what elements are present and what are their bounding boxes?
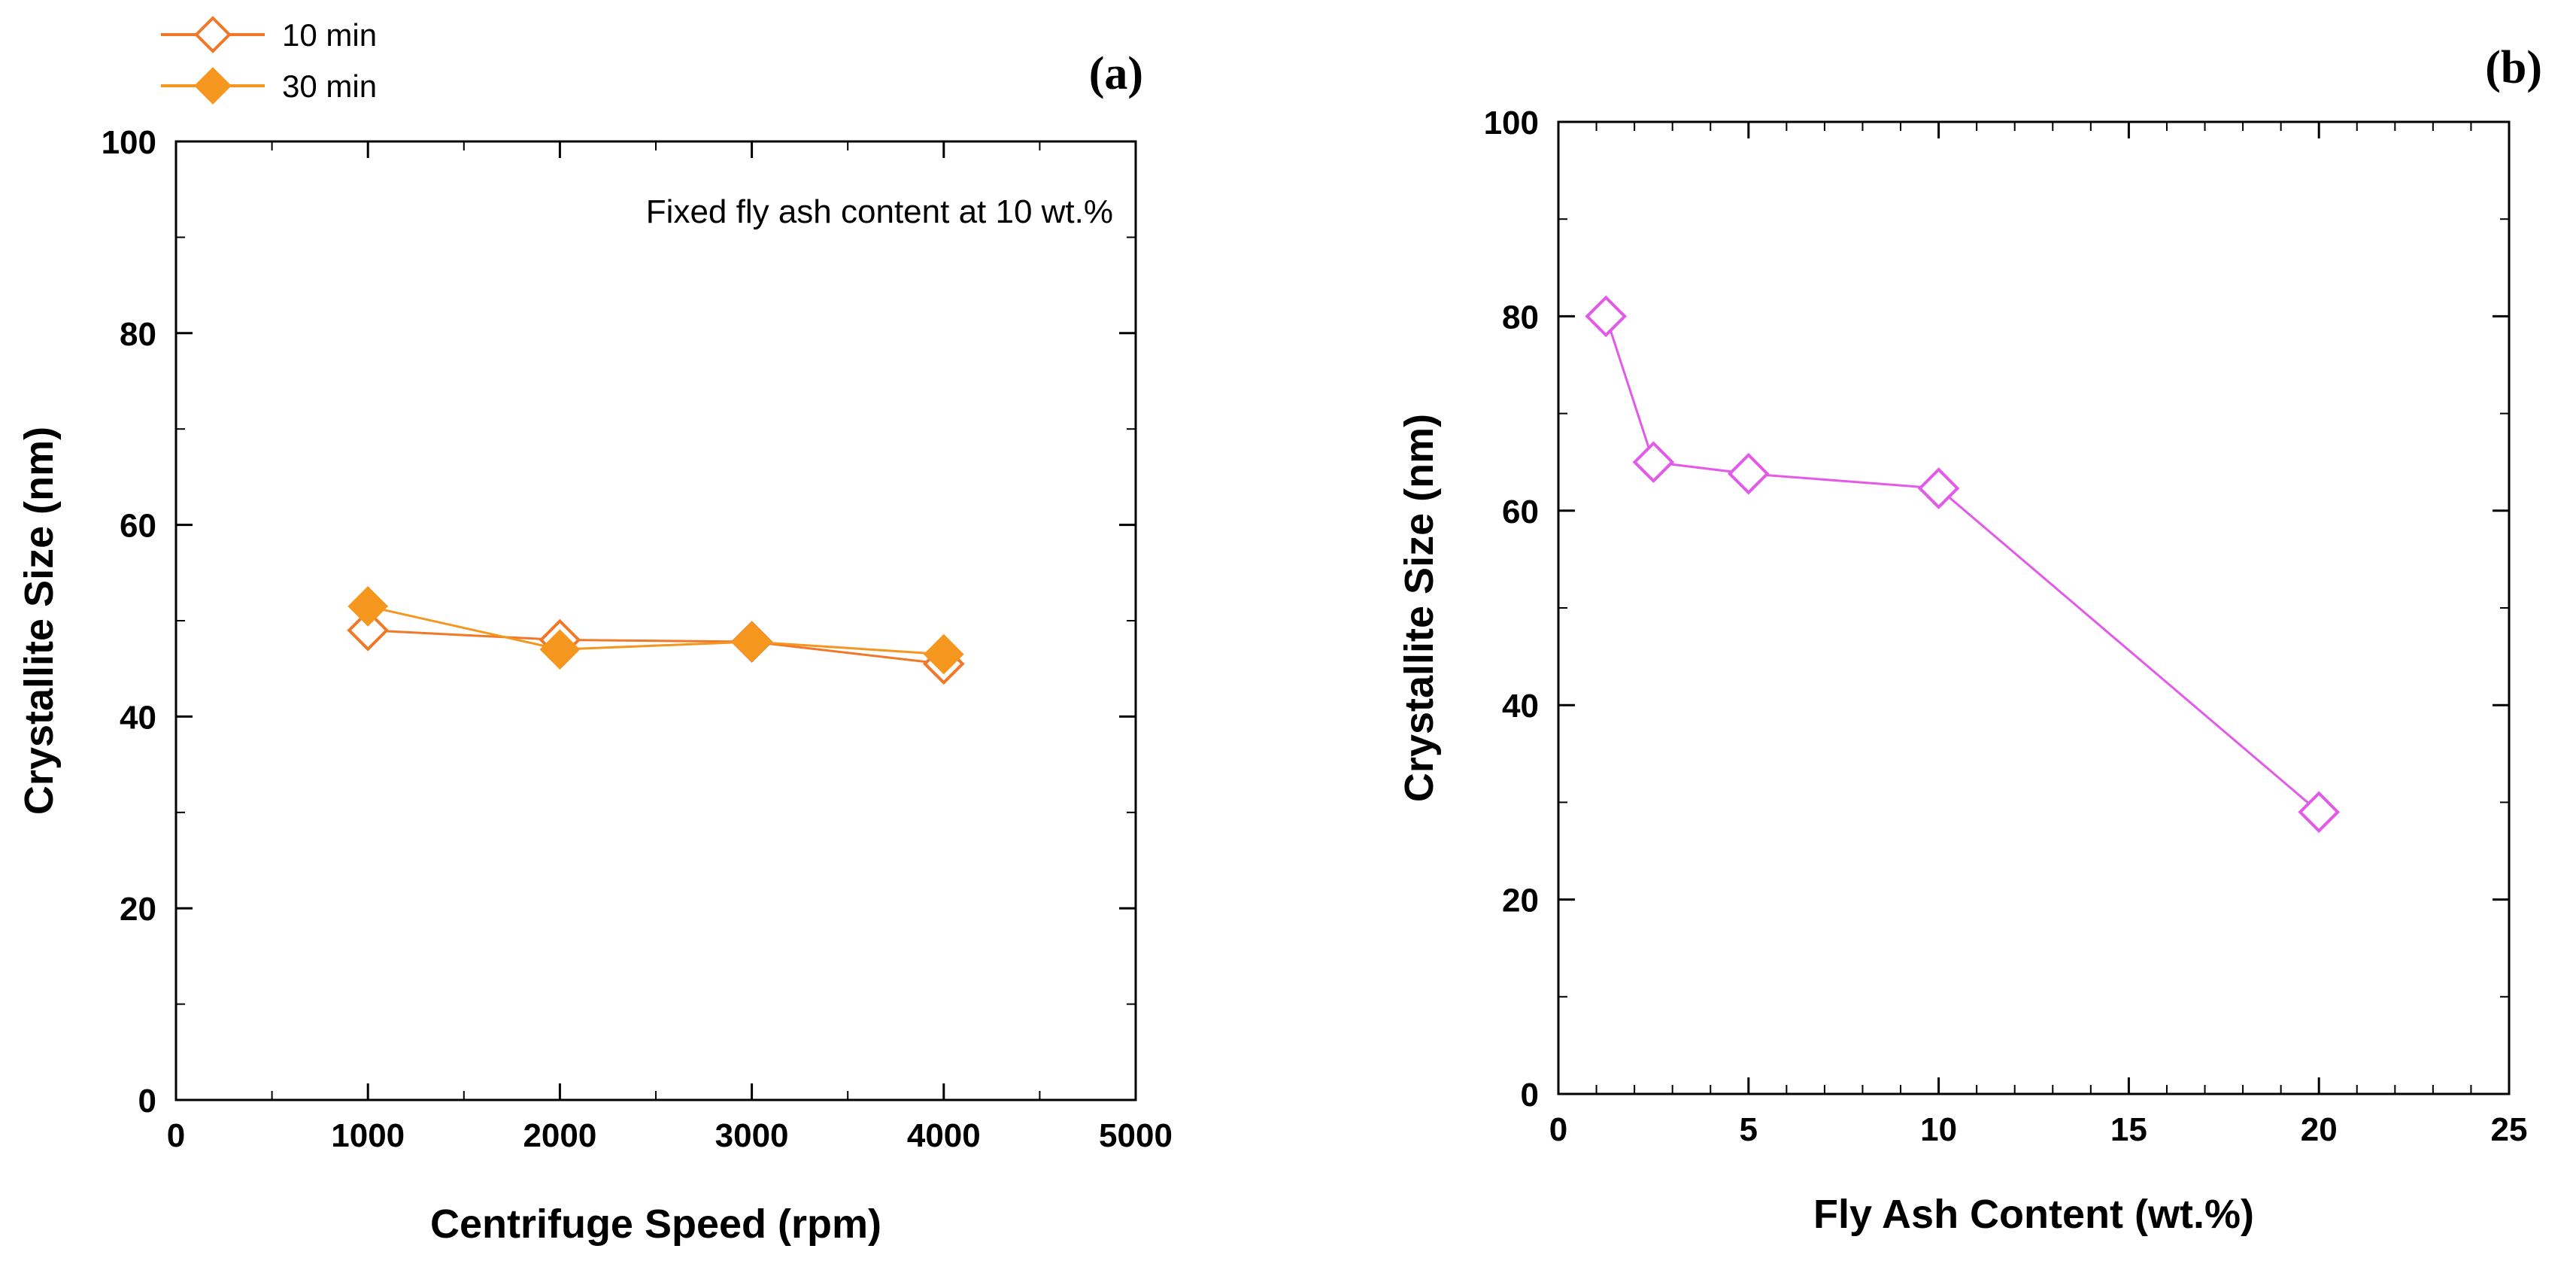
legend-marker-10min — [194, 16, 232, 53]
x-tick-label: 15 — [2110, 1111, 2147, 1148]
x-tick-label: 5000 — [1099, 1117, 1173, 1154]
panel-b-series — [1585, 295, 2341, 834]
panel-a-series-line-1 — [367, 605, 944, 656]
y-tick-label: 80 — [120, 316, 156, 353]
x-tick-label: 25 — [2491, 1111, 2528, 1148]
legend-label-30min: 30 min — [282, 68, 377, 104]
y-tick-label: 20 — [120, 891, 156, 928]
panel-a-series-1-point — [923, 633, 964, 675]
panel-a-ticks: 0 1000 2000 3000 4000 5000 0 20 40 60 80 100 — [102, 124, 1173, 1154]
panel-b-series-0-point — [1727, 452, 1770, 495]
x-tick-label: 20 — [2301, 1111, 2338, 1148]
panel-a-series-line-0 — [368, 629, 944, 665]
x-tick-label: 0 — [1549, 1111, 1567, 1148]
panel-b-chart: (b) 0 5 10 15 20 25 0 20 40 60 80 100 Fly Ash Conte… — [1397, 42, 2542, 1237]
x-tick-label: 2000 — [523, 1117, 596, 1154]
x-tick-label: 1000 — [331, 1117, 405, 1154]
x-tick-label: 4000 — [907, 1117, 981, 1154]
x-tick-label: 10 — [1920, 1111, 1957, 1148]
panel-b-y-axis-title: Crystallite Size (nm) — [1397, 414, 1442, 802]
panel-a-y-axis-title: Crystallite Size (nm) — [17, 427, 62, 815]
panel-a-x-axis-title: Centrifuge Speed (rpm) — [430, 1202, 881, 1247]
panel-b-series-0-point — [2298, 791, 2341, 834]
y-tick-label: 60 — [1502, 494, 1539, 530]
panel-b-series-line-0 — [1604, 315, 2320, 813]
panel-b-series-0-point — [1917, 467, 1960, 509]
x-tick-label: 3000 — [715, 1117, 789, 1154]
panel-a-series — [347, 586, 965, 685]
panel-a-series-0-point — [347, 609, 390, 652]
y-tick-label: 100 — [1484, 105, 1539, 141]
x-tick-label: 0 — [167, 1117, 185, 1154]
panel-a-annotation: Fixed fly ash content at 10 wt.% — [646, 193, 1113, 230]
panel-a-plot-frame — [174, 140, 1137, 1101]
panel-b-plot-frame — [1557, 120, 2511, 1095]
panel-a-series-1-point — [347, 586, 389, 627]
y-tick-label: 80 — [1502, 299, 1539, 336]
x-tick-label: 5 — [1740, 1111, 1758, 1148]
panel-a-legend: 10 min 30 min — [161, 16, 377, 105]
y-tick-label: 60 — [120, 508, 156, 545]
y-tick-label: 20 — [1502, 883, 1539, 919]
y-tick-label: 100 — [102, 124, 156, 161]
y-tick-label: 0 — [1521, 1077, 1539, 1114]
panel-b-ticks: 0 5 10 15 20 25 0 20 40 60 80 100 — [1484, 105, 2528, 1148]
panel-a-series-1-point — [539, 629, 581, 670]
y-tick-label: 40 — [1502, 688, 1539, 725]
panel-b-series-0-point — [1632, 441, 1675, 484]
y-tick-label: 0 — [138, 1083, 156, 1120]
legend-label-10min: 10 min — [282, 17, 377, 53]
panel-b-series-0-point — [1585, 295, 1628, 338]
panel-a-chart: (a) 10 min 30 min Fixed fly ash content … — [17, 16, 1173, 1247]
y-tick-label: 40 — [120, 699, 156, 736]
panel-a-series-1-point — [731, 621, 772, 662]
panel-b-label: (b) — [2485, 42, 2542, 93]
legend-marker-30min — [194, 67, 232, 105]
panel-b-x-axis-title: Fly Ash Content (wt.%) — [1813, 1192, 2254, 1237]
panel-a-label: (a) — [1089, 48, 1143, 99]
